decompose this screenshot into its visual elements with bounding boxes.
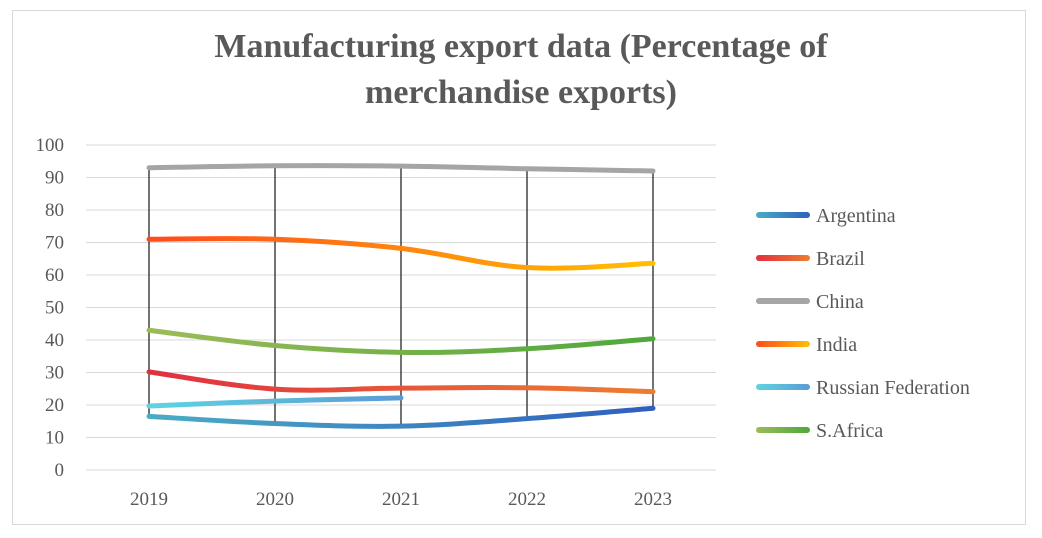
y-tick-label: 60 — [45, 265, 64, 286]
legend-swatch — [756, 341, 810, 347]
series-line-brazil — [146, 369, 656, 395]
y-tick-label: 10 — [45, 428, 64, 449]
y-tick-label: 90 — [45, 168, 64, 189]
series-line-argentina — [146, 405, 656, 429]
legend-swatch — [756, 298, 810, 304]
y-tick-label: 100 — [36, 135, 65, 156]
series-line-s-africa — [146, 327, 656, 355]
legend-label: Argentina — [816, 205, 896, 227]
series-line-russian-federation — [146, 395, 404, 409]
legend-swatch — [756, 384, 810, 390]
legend-swatch — [756, 212, 810, 218]
x-tick-label: 2021 — [382, 489, 420, 510]
x-tick-label: 2020 — [256, 489, 294, 510]
legend-label: Russian Federation — [816, 377, 970, 399]
legend-swatch — [756, 427, 810, 433]
y-tick-label: 20 — [45, 395, 64, 416]
series-line-china — [146, 163, 656, 174]
x-tick-label: 2023 — [634, 489, 672, 510]
y-tick-label: 70 — [45, 233, 64, 254]
legend-swatch — [756, 255, 810, 261]
legend-label: Brazil — [816, 248, 865, 270]
legend-label: S.Africa — [816, 420, 883, 442]
chart-title-line-1: Manufacturing export data (Percentage of — [214, 28, 828, 65]
chart-title-line-2: merchandise exports) — [365, 74, 677, 111]
series-line-india — [146, 236, 656, 271]
y-tick-label: 40 — [45, 330, 64, 351]
y-tick-label: 80 — [45, 200, 64, 221]
y-tick-label: 0 — [55, 460, 65, 481]
legend-label: China — [816, 291, 864, 313]
y-tick-label: 30 — [45, 363, 64, 384]
y-tick-label: 50 — [45, 298, 64, 319]
legend-label: India — [816, 334, 857, 356]
x-tick-label: 2022 — [508, 489, 546, 510]
chart-title: Manufacturing export data (Percentage of… — [0, 24, 1042, 116]
x-tick-label: 2019 — [130, 489, 168, 510]
